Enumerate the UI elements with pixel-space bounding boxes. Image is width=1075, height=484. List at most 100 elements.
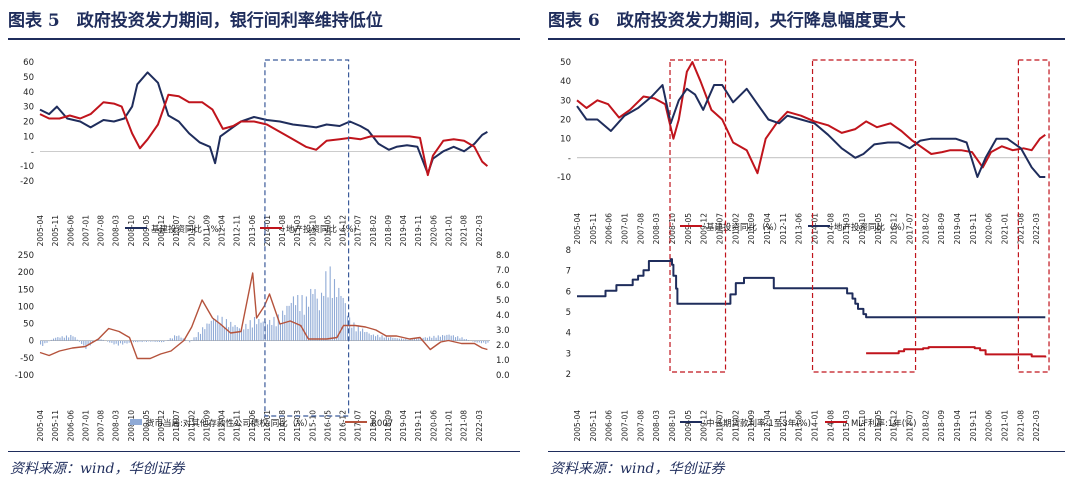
fig6-highlight-box-1	[669, 59, 727, 373]
fig5-bottom-bar	[197, 332, 199, 341]
fig5-bottom-xtick-label: 2007-08	[97, 410, 106, 442]
fig6-bottom-xtick-label: 2012-04	[763, 410, 772, 442]
fig6-top-xtick-label: 2014-01	[811, 213, 820, 245]
fig5-top-realestate-legend-label: 地产投资同比（%）	[286, 224, 362, 235]
fig5-bottom-bar	[467, 340, 470, 341]
fig5-bottom-bar	[154, 340, 156, 342]
fig6-bottom-xtick-label: 2017-07	[906, 410, 915, 442]
fig5-bottom-ytick-label-left: -100	[15, 371, 34, 381]
fig5-bottom-bar	[353, 322, 355, 341]
fig6-top-xtick-label: 2005-04	[573, 213, 582, 245]
fig5-bottom-xtick-label: 2019-04	[399, 410, 408, 442]
fig5-top-xtick-label: 2008-03	[112, 215, 121, 247]
fig5-bottom-bar	[72, 336, 74, 341]
fig6-bottom-loan-legend-label: 中长期贷款利率:1至3年(%)	[706, 418, 811, 429]
fig5-bottom-bar	[433, 335, 435, 341]
fig5-top-xtick-label: 2014-08	[278, 215, 287, 247]
fig5-bottom-bar	[439, 336, 441, 341]
fig5-bottom-bar	[454, 337, 457, 341]
fig5-top-xtick-label: 2012-04	[218, 215, 227, 247]
fig5-bottom-bar	[368, 333, 370, 341]
fig5-top-xtick-label: 2012-11	[233, 215, 242, 247]
fig6-bottom-xtick-label: 2021-01	[1001, 410, 1010, 442]
fig5-bottom-ytick-label-right: 5.0	[496, 296, 510, 306]
fig6-bottom-ytick-label-left: 4	[566, 329, 571, 339]
fig5-highlight-box-1	[264, 59, 350, 417]
fig5-bottom-bar	[40, 340, 42, 345]
fig6-bottom-ytick-label-left: 6	[566, 287, 571, 297]
fig5-bottom-xtick-label: 2011-02	[187, 410, 196, 442]
fig6-top-xtick-label: 2010-07	[716, 213, 725, 245]
fig5-bottom-bar	[163, 340, 165, 343]
fig5-top-ytick-label-left: 50	[23, 73, 34, 83]
fig5-top-xtick-label: 2022-03	[475, 215, 484, 247]
fig6-top-xtick-label: 2019-04	[953, 213, 962, 245]
fig5-bottom-bar	[212, 317, 215, 341]
fig6-top-ytick-label-left: 10	[560, 135, 571, 145]
fig6-top-xtick-label: 2012-11	[779, 213, 788, 245]
fig5-bottom-bar	[87, 340, 89, 346]
fig6-bottom-loan-rate-line	[577, 258, 1046, 319]
fig6-bottom-xtick-label: 2021-08	[1016, 410, 1025, 442]
fig5-bottom-bar	[128, 340, 130, 343]
fig5-bottom-bar	[405, 338, 407, 341]
fig5-top-ytick-label-left: 40	[23, 88, 34, 98]
fig6-top-xtick-label: 2008-03	[652, 213, 661, 245]
fig6-bottom-ytick-label-left: 7	[566, 267, 571, 277]
fig5-bottom-xtick-label: 2008-10	[127, 410, 136, 442]
fig6-bottom-xtick-label: 2022-03	[1032, 410, 1041, 442]
fig5-bottom-bar	[156, 340, 158, 342]
fig6-bottom-xtick-label: 2009-12	[700, 410, 709, 442]
fig5-bottom-bar	[411, 339, 413, 341]
fig5-bottom-bar	[44, 340, 46, 344]
fig5-bottom-bar	[351, 327, 353, 341]
fig5-bottom-bar	[184, 339, 186, 341]
fig5-bottom-xtick-label: 2021-08	[460, 410, 469, 442]
fig5-bottom-bar	[416, 338, 418, 341]
fig5-top-ytick-label-left: -20	[20, 177, 34, 187]
fig5-bottom-ytick-label-left: 250	[18, 251, 34, 261]
fig5-bottom-bar	[465, 339, 467, 341]
fig5-bottom-bar	[409, 339, 411, 341]
fig6-top-xtick-label: 2022-03	[1032, 213, 1041, 245]
fig5-bottom-bar	[169, 338, 171, 341]
fig5-top-xtick-label: 2017-07	[354, 215, 363, 247]
fig5-bottom-bar	[364, 332, 366, 341]
fig6-top-xtick-label: 2017-07	[906, 213, 915, 245]
fig5-bottom-bar	[247, 328, 249, 341]
fig5-bottom-bar	[241, 327, 243, 341]
fig5-bottom-bar	[297, 295, 299, 341]
fig5-bottom-ytick-label-left: 100	[18, 302, 34, 312]
fig5-bottom-bar	[210, 320, 212, 341]
fig5-bottom-bar	[78, 340, 81, 342]
fig5-bottom-xtick-label: 2008-03	[112, 410, 121, 442]
fig5-bottom-bar	[111, 340, 113, 343]
fig5-top-xtick-label: 2014-01	[263, 215, 272, 247]
fig5-bottom-ytick-label-right: 7.0	[496, 266, 510, 276]
figure-6-source: 资料来源：wind，华创证券	[550, 461, 725, 477]
fig6-bottom-xtick-label: 2007-01	[621, 410, 630, 442]
fig5-bottom-bar	[336, 297, 338, 341]
fig5-bottom-bar	[152, 340, 154, 342]
fig5-bottom-bar	[42, 340, 44, 346]
fig5-bottom-bar	[199, 333, 202, 341]
fig6-bottom-ytick-label-left: 5	[566, 308, 571, 318]
fig5-bottom-bar	[141, 340, 143, 343]
figure-6-title: 图表 6 政府投资发力期间，央行降息幅度更大	[548, 11, 906, 31]
fig5-bottom-bar	[331, 297, 333, 341]
fig5-bottom-ytick-label-right: 4.0	[496, 311, 510, 321]
fig5-bottom-bar	[202, 327, 204, 341]
fig5-bottom-bar	[333, 279, 336, 341]
fig5-bottom-bar	[452, 335, 454, 341]
fig5-bottom-bars-legend-label: 货币当局:对其他存款性公司债权:同比（%）	[146, 418, 313, 429]
fig6-bottom-xtick-label: 2014-08	[826, 410, 835, 442]
fig5-bottom-bar	[215, 319, 217, 341]
fig5-top-xtick-label: 2015-03	[293, 215, 302, 247]
fig5-bottom-bar	[68, 337, 70, 341]
fig5-bottom-xtick-label: 2014-01	[263, 410, 272, 442]
fig5-bottom-bar	[301, 295, 303, 341]
fig6-highlight-box-3	[1017, 59, 1050, 373]
fig6-top-xtick-label: 2015-03	[842, 213, 851, 245]
fig5-bottom-xtick-label: 2019-11	[414, 410, 423, 442]
fig5-bottom-bar	[435, 337, 437, 341]
